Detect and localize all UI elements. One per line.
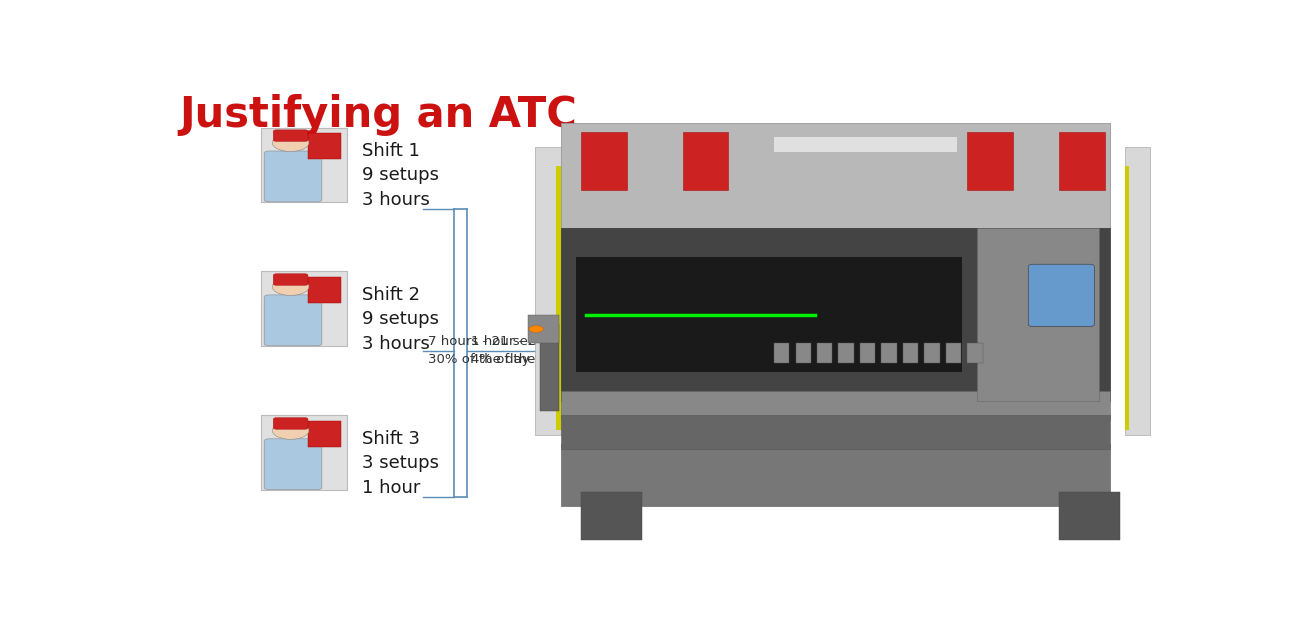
Text: 30% of the day: 30% of the day — [428, 353, 530, 366]
Bar — [581, 492, 642, 540]
Bar — [581, 132, 627, 190]
Text: 7 hours - 21 setups: 7 hours - 21 setups — [428, 335, 558, 348]
Bar — [308, 277, 341, 303]
Circle shape — [273, 134, 308, 151]
Bar — [556, 166, 560, 430]
Text: 1 hour - 21 setups: 1 hour - 21 setups — [471, 335, 593, 348]
Bar — [308, 421, 341, 447]
FancyBboxPatch shape — [273, 130, 308, 141]
Bar — [838, 343, 854, 363]
Bar — [535, 147, 560, 435]
Bar — [308, 133, 341, 159]
Bar — [527, 315, 559, 343]
Bar — [925, 343, 939, 363]
Text: 3 setups: 3 setups — [362, 454, 440, 472]
Bar — [774, 137, 956, 151]
FancyBboxPatch shape — [560, 228, 1110, 401]
Text: 9 setups: 9 setups — [362, 166, 440, 184]
Text: Shift 3: Shift 3 — [362, 430, 420, 448]
Bar — [946, 343, 962, 363]
FancyBboxPatch shape — [261, 416, 346, 490]
Bar — [560, 391, 1110, 420]
Bar — [859, 343, 875, 363]
FancyBboxPatch shape — [261, 128, 346, 202]
Text: 3 hours: 3 hours — [362, 191, 430, 209]
Bar — [977, 228, 1099, 401]
Bar — [576, 257, 962, 372]
Text: At Fabtech we averaged 500 tool changes per day. That’s
almost a months worth of: At Fabtech we averaged 500 tool changes … — [627, 439, 1068, 477]
Bar — [560, 416, 1110, 449]
Bar — [774, 343, 790, 363]
Bar — [817, 343, 832, 363]
Circle shape — [273, 278, 308, 295]
Text: Shift 2: Shift 2 — [362, 286, 420, 304]
FancyBboxPatch shape — [273, 417, 308, 429]
Text: 1 hour: 1 hour — [362, 479, 421, 497]
FancyBboxPatch shape — [264, 151, 321, 202]
FancyBboxPatch shape — [261, 272, 346, 346]
Bar — [682, 132, 728, 190]
FancyBboxPatch shape — [264, 439, 321, 490]
Bar — [1124, 166, 1128, 430]
Bar — [1059, 132, 1105, 190]
FancyBboxPatch shape — [273, 273, 308, 285]
Bar — [882, 343, 896, 363]
Bar — [967, 132, 1013, 190]
Bar — [967, 343, 983, 363]
Bar — [795, 343, 811, 363]
Bar — [541, 324, 559, 411]
Text: In this case, we have saved 6 hours per day on setups.
This is 6 hours that coul: In this case, we have saved 6 hours per … — [627, 334, 1048, 394]
Bar — [903, 343, 918, 363]
Bar — [1124, 147, 1151, 435]
Circle shape — [529, 326, 543, 332]
FancyBboxPatch shape — [1029, 264, 1094, 326]
Bar — [560, 444, 1110, 506]
Text: 9 setups: 9 setups — [362, 310, 440, 328]
FancyBboxPatch shape — [264, 295, 321, 346]
Text: 3 hours: 3 hours — [362, 335, 430, 353]
Bar — [1059, 492, 1120, 540]
FancyBboxPatch shape — [560, 123, 1110, 228]
Text: Shift 1: Shift 1 — [362, 142, 420, 160]
Text: 4% of the day: 4% of the day — [471, 353, 564, 366]
Text: Justifying an ATC: Justifying an ATC — [180, 94, 577, 136]
Circle shape — [273, 422, 308, 439]
